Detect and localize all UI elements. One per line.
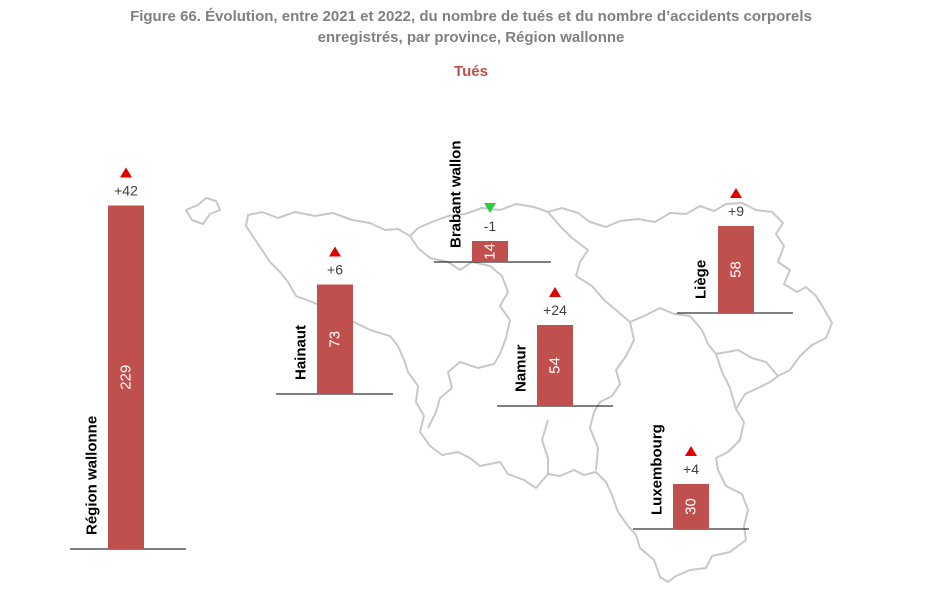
bar: [537, 325, 573, 406]
change-label: +42: [114, 183, 138, 199]
bar-value-label: 54: [547, 357, 564, 374]
map-province-border-1: [409, 235, 511, 429]
chart-title-line-1: Figure 66. Évolution, entre 2021 et 2022…: [130, 8, 812, 25]
bar: [472, 241, 508, 262]
bar-group: 229 +42 Région wallonne: [70, 167, 186, 550]
category-label: Brabant wallon: [448, 140, 465, 248]
bar: [673, 484, 709, 529]
bar-group: 58 +9 Liège: [677, 188, 793, 314]
change-label: -1: [484, 218, 497, 234]
bar: [317, 284, 353, 394]
change-label: +9: [728, 203, 744, 219]
bar-group: 73 +6 Hainaut: [276, 246, 393, 395]
chart-subtitle: Tués: [454, 63, 488, 80]
trend-up-icon: [685, 446, 697, 456]
bar: [718, 226, 754, 313]
bar-value-label: 73: [327, 331, 344, 348]
trend-up-icon: [730, 188, 742, 198]
category-label: Luxembourg: [649, 424, 666, 515]
trend-up-icon: [120, 167, 132, 178]
bars-layer: 229 +42 Région wallonne 73 +6 Hainaut 14 -1 Brab…: [70, 140, 793, 550]
change-label: +4: [683, 461, 699, 477]
category-label: Namur: [513, 344, 530, 392]
change-label: +24: [543, 302, 567, 318]
bar-group: 30 +4 Luxembourg: [633, 424, 749, 530]
chart-title-line-2: enregistrés, par province, Région wallon…: [317, 29, 625, 46]
map-province-border-6: [715, 353, 737, 410]
map-province-border-2: [547, 211, 589, 277]
bar-group: 14 -1 Brabant wallon: [434, 140, 551, 263]
map-province-border-3: [575, 275, 779, 377]
map-province-border-4: [589, 321, 635, 471]
map-province-border-5: [541, 419, 549, 474]
bar-value-label: 58: [728, 261, 745, 278]
category-label: Liège: [693, 260, 710, 299]
bar: [108, 205, 144, 549]
bar-group: 54 +24 Namur: [497, 287, 613, 407]
category-label: Hainaut: [293, 325, 310, 380]
trend-up-icon: [329, 246, 341, 257]
trend-down-icon: [484, 203, 496, 213]
change-label: +6: [327, 262, 343, 278]
bar-value-label: 229: [118, 365, 135, 390]
map-outer-border: [245, 202, 833, 583]
bar-value-label: 30: [683, 498, 700, 515]
trend-up-icon: [549, 287, 561, 297]
map-enclave: [185, 197, 221, 225]
chart-title: Figure 66. Évolution, entre 2021 et 2022…: [0, 6, 942, 48]
category-label: Région wallonne: [84, 416, 101, 535]
bar-value-label: 14: [482, 243, 499, 260]
wallonia-map-outline: [185, 197, 833, 583]
